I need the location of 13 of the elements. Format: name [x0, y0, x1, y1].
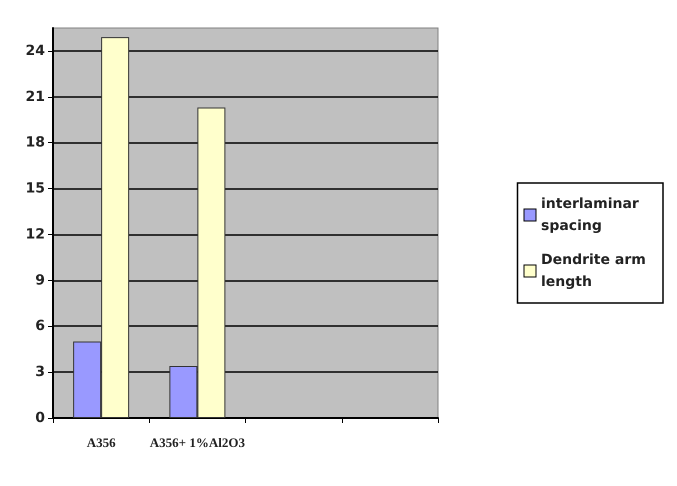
legend-label: Dendrite arm length: [541, 252, 651, 290]
y-tick-label: 0: [35, 410, 46, 426]
y-tick-label: 6: [35, 318, 45, 334]
y-tick-label: 12: [26, 226, 45, 242]
legend-label: interlaminar spacing: [541, 196, 644, 234]
y-tick-label: 24: [26, 42, 46, 59]
y-tick-label: 15: [26, 180, 45, 197]
x-tick-label: A356+ 1%Al2O3: [150, 435, 246, 450]
x-tick-label: A356: [86, 435, 116, 450]
y-tick-label: 18: [26, 134, 45, 151]
y-tick-label: 9: [35, 272, 45, 288]
y-tick-label: 3: [35, 364, 45, 380]
y-tick-label: 21: [26, 88, 45, 105]
